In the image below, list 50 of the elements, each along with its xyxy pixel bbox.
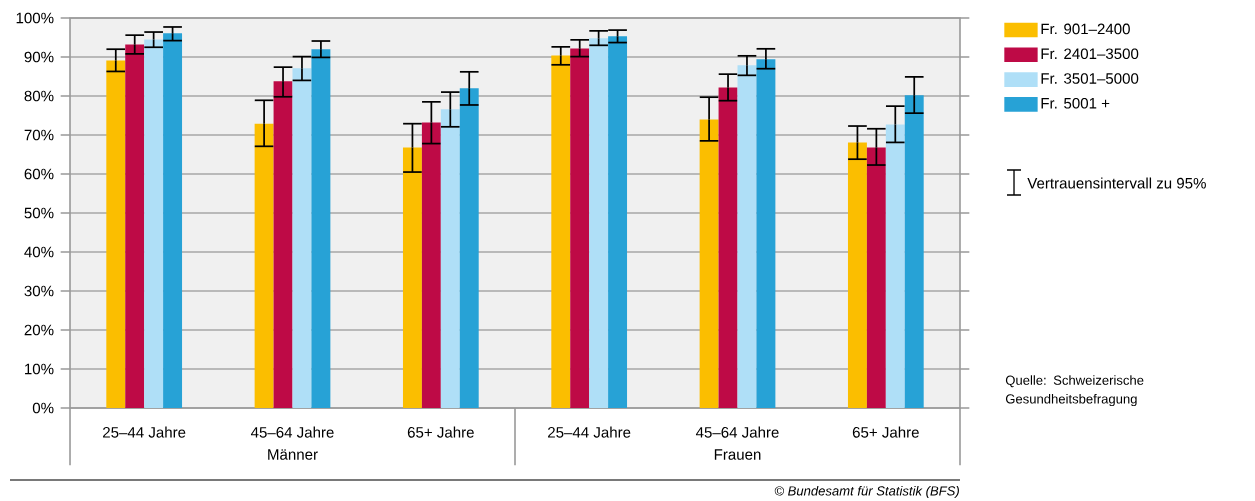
bar — [144, 39, 164, 408]
y-tick-label: 60% — [24, 168, 54, 180]
bar — [551, 55, 571, 408]
bar — [866, 147, 886, 408]
bar — [718, 87, 738, 408]
bar — [847, 142, 867, 408]
bar — [608, 36, 628, 408]
x-tick-label: 65+ Jahre — [852, 426, 919, 438]
bar — [904, 95, 924, 408]
bar — [570, 48, 590, 408]
bar — [273, 81, 293, 408]
source-note: Quelle: Schweizerische Gesundheitsbefragung — [1005, 375, 1144, 407]
bar — [402, 147, 422, 408]
bar — [459, 88, 479, 408]
legend-label: Fr. 3501–5000 — [1041, 73, 1139, 84]
bar — [292, 68, 312, 408]
x-tick-label: 65+ Jahre — [407, 426, 474, 438]
y-tick-label: 40% — [24, 246, 54, 258]
y-tick-label: 10% — [25, 363, 54, 375]
bar — [421, 122, 441, 408]
bar — [440, 109, 460, 408]
bar — [254, 123, 274, 408]
y-tick-label: 90% — [24, 51, 54, 63]
y-tick-label: 100% — [16, 12, 54, 24]
text: © Bundesamt für Statistik (BFS) — [774, 485, 959, 499]
y-tick-label: 50% — [24, 207, 54, 219]
y-tick-label: 0% — [32, 402, 54, 414]
y-tick-label: 70% — [24, 129, 54, 141]
bar — [163, 33, 183, 408]
y-tick-label: 20% — [24, 324, 54, 336]
bar — [885, 124, 905, 408]
legend-label: Fr. 5001 + — [1041, 97, 1110, 109]
bar — [699, 119, 719, 408]
y-tick-label: 30% — [24, 285, 54, 297]
bar — [125, 44, 145, 408]
legend-label: Fr. 901–2400 — [1041, 23, 1130, 35]
bar — [756, 59, 776, 408]
x-tick-label: 45–64 Jahre — [695, 426, 779, 438]
text: Männer — [268, 449, 318, 460]
x-tick-label: 25–44 Jahre — [548, 426, 631, 438]
bar — [106, 60, 126, 408]
x-tick-label: 45–64 Jahre — [250, 426, 334, 438]
text: Vertrauensintervall zu 95% — [1027, 177, 1206, 189]
bar — [737, 65, 757, 408]
legend-label: Fr. 2401–3500 — [1041, 48, 1139, 60]
y-tick-label: 80% — [24, 90, 54, 102]
x-tick-label: 25–44 Jahre — [103, 426, 186, 438]
bar — [589, 38, 609, 408]
text: Frauen — [714, 449, 761, 460]
bar — [311, 49, 331, 408]
